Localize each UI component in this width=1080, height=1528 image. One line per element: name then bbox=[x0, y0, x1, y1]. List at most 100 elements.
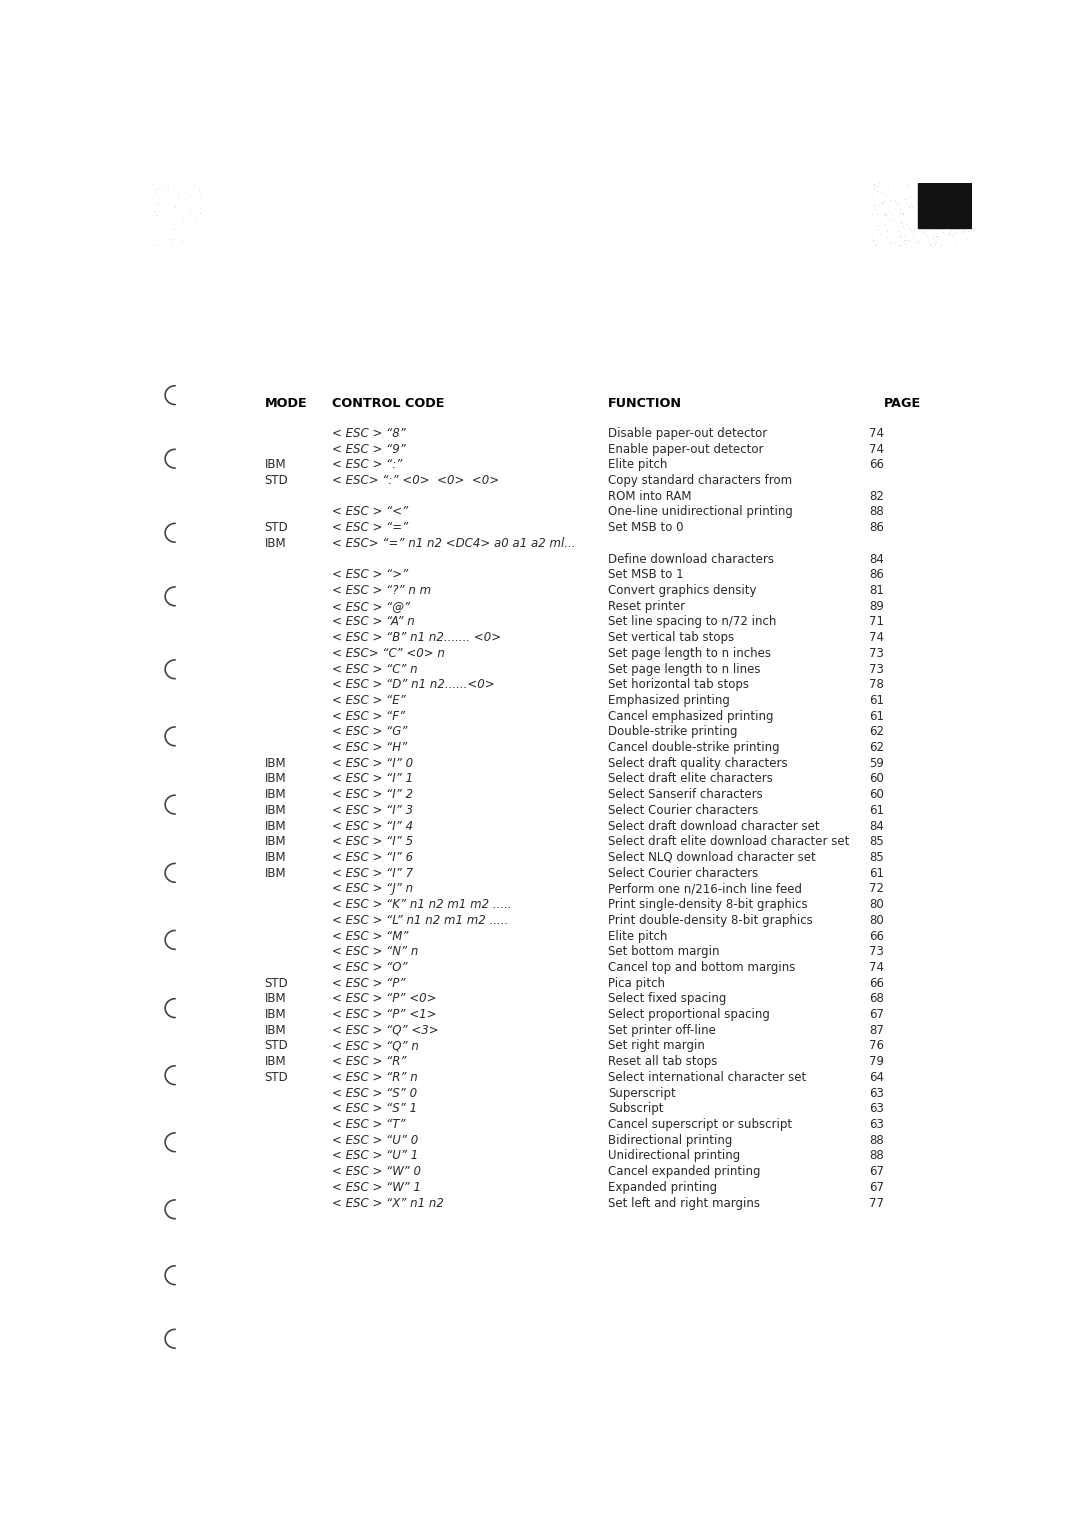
Text: 74: 74 bbox=[869, 426, 885, 440]
Text: 60: 60 bbox=[869, 788, 885, 801]
Text: < ESC > “Q” n: < ESC > “Q” n bbox=[332, 1039, 419, 1053]
Text: IBM: IBM bbox=[265, 788, 286, 801]
Text: 62: 62 bbox=[869, 741, 885, 753]
Text: 76: 76 bbox=[869, 1039, 885, 1053]
Text: PAGE: PAGE bbox=[885, 397, 921, 411]
Text: 64: 64 bbox=[869, 1071, 885, 1083]
Text: Set vertical tab stops: Set vertical tab stops bbox=[608, 631, 734, 645]
Text: < ESC > “O”: < ESC > “O” bbox=[332, 961, 407, 973]
Text: IBM: IBM bbox=[265, 836, 286, 848]
Text: Select proportional spacing: Select proportional spacing bbox=[608, 1008, 770, 1021]
Text: 68: 68 bbox=[869, 992, 885, 1005]
Text: < ESC > “B” n1 n2....... <0>: < ESC > “B” n1 n2....... <0> bbox=[332, 631, 501, 645]
Text: Unidirectional printing: Unidirectional printing bbox=[608, 1149, 740, 1163]
Text: Select fixed spacing: Select fixed spacing bbox=[608, 992, 726, 1005]
Text: < ESC > “R” n: < ESC > “R” n bbox=[332, 1071, 418, 1083]
Text: 82: 82 bbox=[869, 490, 885, 503]
Text: Set MSB to 0: Set MSB to 0 bbox=[608, 521, 684, 535]
Text: < ESC > “@”: < ESC > “@” bbox=[332, 599, 409, 613]
Text: Set page length to n inches: Set page length to n inches bbox=[608, 646, 771, 660]
Text: 60: 60 bbox=[869, 773, 885, 785]
Text: 62: 62 bbox=[869, 726, 885, 738]
Text: Cancel emphasized printing: Cancel emphasized printing bbox=[608, 709, 773, 723]
Text: < ESC> “C” <0> n: < ESC> “C” <0> n bbox=[332, 646, 445, 660]
Text: < ESC > “P” <1>: < ESC > “P” <1> bbox=[332, 1008, 436, 1021]
Text: Reset printer: Reset printer bbox=[608, 599, 685, 613]
Text: < ESC > “=”: < ESC > “=” bbox=[332, 521, 408, 535]
Text: < ESC > “?” n m: < ESC > “?” n m bbox=[332, 584, 431, 597]
Text: < ESC > “S” 1: < ESC > “S” 1 bbox=[332, 1102, 417, 1115]
Text: < ESC > “8”: < ESC > “8” bbox=[332, 426, 406, 440]
Text: 88: 88 bbox=[869, 1149, 885, 1163]
Text: 67: 67 bbox=[869, 1008, 885, 1021]
Text: Elite pitch: Elite pitch bbox=[608, 929, 667, 943]
Text: Set page length to n lines: Set page length to n lines bbox=[608, 663, 760, 675]
Text: < ESC > “S” 0: < ESC > “S” 0 bbox=[332, 1086, 417, 1100]
Text: < ESC > “N” n: < ESC > “N” n bbox=[332, 946, 418, 958]
Text: CONTROL CODE: CONTROL CODE bbox=[332, 397, 444, 411]
Text: < ESC > “G”: < ESC > “G” bbox=[332, 726, 407, 738]
Text: Set MSB to 1: Set MSB to 1 bbox=[608, 568, 684, 581]
Text: One-line unidirectional printing: One-line unidirectional printing bbox=[608, 506, 793, 518]
Text: Reset all tab stops: Reset all tab stops bbox=[608, 1056, 717, 1068]
Text: Set line spacing to n/72 inch: Set line spacing to n/72 inch bbox=[608, 616, 777, 628]
Text: Copy standard characters from: Copy standard characters from bbox=[608, 474, 792, 487]
Text: 79: 79 bbox=[869, 1056, 885, 1068]
Text: 63: 63 bbox=[869, 1118, 885, 1131]
Text: Expanded printing: Expanded printing bbox=[608, 1181, 717, 1193]
Text: < ESC> “=” n1 n2 <DC4> a0 a1 a2 ml...: < ESC> “=” n1 n2 <DC4> a0 a1 a2 ml... bbox=[332, 536, 576, 550]
Text: < ESC > “U” 0: < ESC > “U” 0 bbox=[332, 1134, 418, 1146]
Text: < ESC > “K” n1 n2 m1 m2 .....: < ESC > “K” n1 n2 m1 m2 ..... bbox=[332, 898, 511, 911]
Text: IBM: IBM bbox=[265, 1056, 286, 1068]
Text: FUNCTION: FUNCTION bbox=[608, 397, 681, 411]
Text: Perform one n/216-inch line feed: Perform one n/216-inch line feed bbox=[608, 882, 802, 895]
Text: < ESC > “Q” <3>: < ESC > “Q” <3> bbox=[332, 1024, 438, 1038]
Text: 74: 74 bbox=[869, 631, 885, 645]
Text: 78: 78 bbox=[869, 678, 885, 691]
Text: < ESC > “A” n: < ESC > “A” n bbox=[332, 616, 415, 628]
Text: Print single-density 8-bit graphics: Print single-density 8-bit graphics bbox=[608, 898, 808, 911]
Text: < ESC > “H”: < ESC > “H” bbox=[332, 741, 407, 753]
Text: Set bottom margin: Set bottom margin bbox=[608, 946, 719, 958]
Text: STD: STD bbox=[265, 521, 288, 535]
Text: STD: STD bbox=[265, 1039, 288, 1053]
Text: Define download characters: Define download characters bbox=[608, 553, 774, 565]
Text: 86: 86 bbox=[869, 521, 885, 535]
Text: 85: 85 bbox=[869, 851, 885, 863]
Text: 66: 66 bbox=[869, 976, 885, 990]
Text: < ESC > “C” n: < ESC > “C” n bbox=[332, 663, 417, 675]
Text: 61: 61 bbox=[869, 709, 885, 723]
Text: Set left and right margins: Set left and right margins bbox=[608, 1196, 760, 1210]
Text: 80: 80 bbox=[869, 898, 885, 911]
Text: Select draft quality characters: Select draft quality characters bbox=[608, 756, 787, 770]
Text: MODE: MODE bbox=[265, 397, 308, 411]
Text: STD: STD bbox=[265, 1071, 288, 1083]
Text: 73: 73 bbox=[869, 946, 885, 958]
Text: < ESC > “R”: < ESC > “R” bbox=[332, 1056, 406, 1068]
Text: < ESC > “J” n: < ESC > “J” n bbox=[332, 882, 413, 895]
Text: 67: 67 bbox=[869, 1166, 885, 1178]
Text: Convert graphics density: Convert graphics density bbox=[608, 584, 756, 597]
Text: 67: 67 bbox=[869, 1181, 885, 1193]
Text: 84: 84 bbox=[869, 819, 885, 833]
Text: < ESC> “:” <0>  <0>  <0>: < ESC> “:” <0> <0> <0> bbox=[332, 474, 499, 487]
Text: < ESC > “P”: < ESC > “P” bbox=[332, 976, 405, 990]
Text: Superscript: Superscript bbox=[608, 1086, 676, 1100]
Text: Set printer off-line: Set printer off-line bbox=[608, 1024, 716, 1038]
Text: 63: 63 bbox=[869, 1086, 885, 1100]
Text: 59: 59 bbox=[869, 756, 885, 770]
Text: < ESC > “I” 0: < ESC > “I” 0 bbox=[332, 756, 413, 770]
Text: ROM into RAM: ROM into RAM bbox=[608, 490, 691, 503]
Text: 84: 84 bbox=[869, 553, 885, 565]
Text: < ESC > “D” n1 n2......<0>: < ESC > “D” n1 n2......<0> bbox=[332, 678, 495, 691]
Text: < ESC > “U” 1: < ESC > “U” 1 bbox=[332, 1149, 418, 1163]
Text: Print double-density 8-bit graphics: Print double-density 8-bit graphics bbox=[608, 914, 812, 927]
Text: < ESC > “<”: < ESC > “<” bbox=[332, 506, 408, 518]
Text: IBM: IBM bbox=[265, 1008, 286, 1021]
Text: Enable paper-out detector: Enable paper-out detector bbox=[608, 443, 764, 455]
Text: Emphasized printing: Emphasized printing bbox=[608, 694, 730, 707]
Text: Disable paper-out detector: Disable paper-out detector bbox=[608, 426, 767, 440]
Text: < ESC > “I” 7: < ESC > “I” 7 bbox=[332, 866, 413, 880]
Text: Select draft elite download character set: Select draft elite download character se… bbox=[608, 836, 849, 848]
Text: Select Sanserif characters: Select Sanserif characters bbox=[608, 788, 762, 801]
